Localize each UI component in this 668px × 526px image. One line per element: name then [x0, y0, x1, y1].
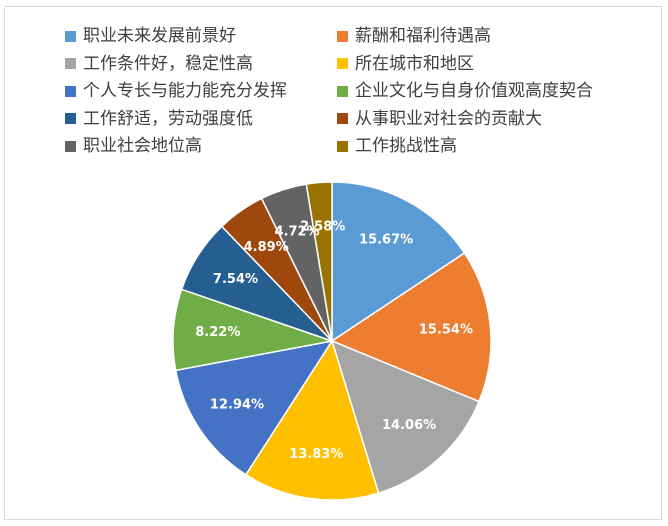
- legend-swatch: [65, 58, 76, 69]
- data-label: 2.58%: [300, 219, 345, 234]
- legend-label: 所在城市和地区: [355, 53, 474, 74]
- legend-item: 职业社会地位高: [65, 134, 202, 158]
- legend-item: 工作条件好，稳定性高: [65, 52, 253, 76]
- legend-label: 工作挑战性高: [355, 136, 457, 156]
- legend-swatch: [65, 113, 76, 124]
- legend-label: 个人专长与能力能充分发挥: [83, 81, 287, 101]
- pie-slice: [174, 339, 334, 476]
- data-label: 15.54%: [419, 322, 473, 337]
- legend-label: 职业社会地位高: [83, 136, 202, 156]
- pie-slice: [305, 181, 333, 342]
- chart-frame: 职业未来发展前景好 薪酬和福利待遇高工作条件好，稳定性高 所在城市和地区个人专长与能…: [4, 6, 662, 520]
- legend-label: 从事职业对社会的贡献大: [355, 108, 542, 129]
- pie-slice: [244, 339, 380, 501]
- legend-label: 职业未来发展前景好: [83, 26, 236, 46]
- legend-label: 工作舒适，劳动强度低: [83, 108, 253, 129]
- data-label: 12.94%: [210, 397, 264, 412]
- data-label: 15.67%: [359, 233, 413, 248]
- chart-legend: 职业未来发展前景好 薪酬和福利待遇高工作条件好，稳定性高 所在城市和地区个人专长与能…: [5, 7, 663, 172]
- data-label: 14.06%: [382, 418, 436, 433]
- legend-swatch: [337, 85, 348, 97]
- legend-swatch: [65, 85, 76, 97]
- pie-chart: 15.67% 15.54% 14.06% 13.83% 12.94% 8.22% 7.54%…: [172, 181, 492, 501]
- legend-swatch: [337, 58, 348, 69]
- pie-slice: [330, 339, 481, 494]
- pie-slice: [331, 181, 466, 343]
- data-label: 13.83%: [289, 447, 343, 462]
- data-label: 4.89%: [244, 240, 289, 255]
- legend-item: 从事职业对社会的贡献大: [337, 107, 542, 131]
- data-labels: 15.67% 15.54% 14.06% 13.83% 12.94% 8.22% 7.54%…: [195, 219, 473, 462]
- legend-swatch: [65, 30, 76, 42]
- data-label: 4.72%: [274, 224, 319, 239]
- legend-swatch: [337, 113, 348, 124]
- legend-item: 个人专长与能力能充分发挥: [65, 79, 287, 103]
- legend-swatch: [337, 30, 348, 42]
- legend-swatch: [337, 140, 348, 152]
- legend-item: 企业文化与自身价值观高度契合: [337, 79, 593, 103]
- legend-item: 工作舒适，劳动强度低: [65, 107, 253, 131]
- pie-slice: [330, 252, 492, 403]
- legend-label: 工作条件好，稳定性高: [83, 53, 253, 74]
- legend-item: 所在城市和地区: [337, 52, 474, 76]
- legend-item: 职业未来发展前景好: [65, 24, 236, 48]
- legend-label: 薪酬和福利待遇高: [355, 26, 491, 46]
- legend-label: 企业文化与自身价值观高度契合: [355, 81, 593, 101]
- data-label: 7.54%: [213, 272, 258, 287]
- data-label: 8.22%: [195, 325, 240, 340]
- legend-item: 薪酬和福利待遇高: [337, 24, 491, 48]
- legend-swatch: [65, 140, 76, 152]
- legend-item: 工作挑战性高: [337, 134, 457, 158]
